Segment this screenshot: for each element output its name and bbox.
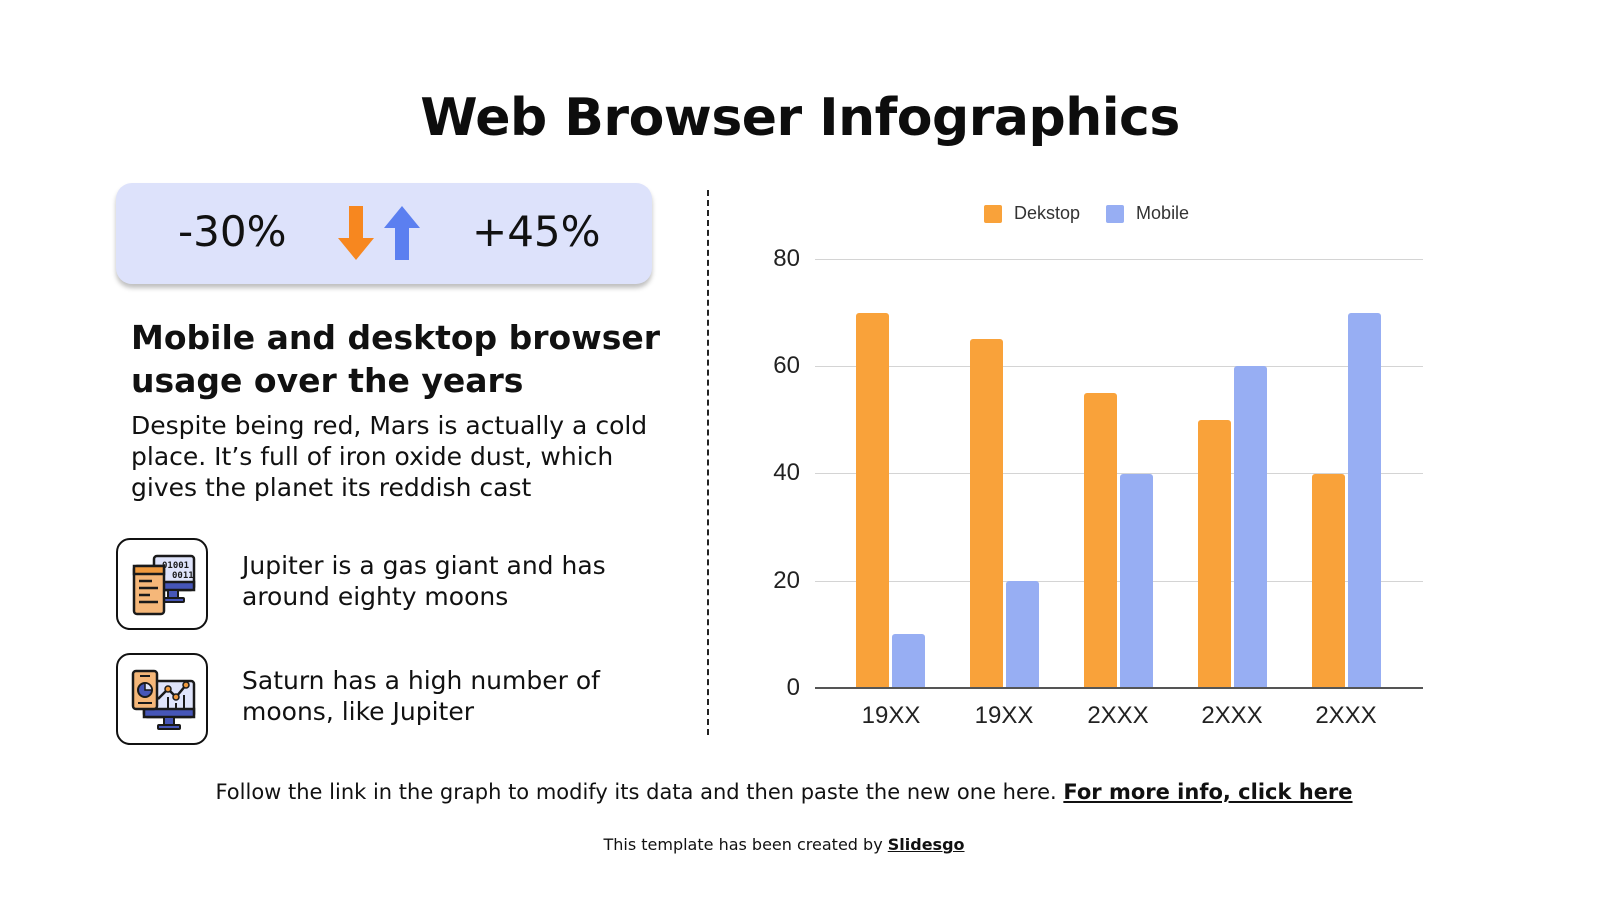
up-arrow-icon <box>384 206 420 260</box>
footer-note-text: Follow the link in the graph to modify i… <box>215 780 1057 804</box>
feature-item: Saturn has a high number of moons, like … <box>116 653 676 745</box>
y-tick-20: 20 <box>773 567 800 594</box>
stats-card: -30% +45% <box>116 183 652 284</box>
section-heading: Mobile and desktop browser usage over th… <box>131 318 660 400</box>
svg-text:01001: 01001 <box>162 561 189 571</box>
analytics-monitor-phone-icon <box>131 669 196 730</box>
feature-item: 01001 0011 Jupiter is a gas giant and ha… <box>116 538 676 630</box>
gridline-60 <box>815 366 1423 367</box>
feature-icon-box: 01001 0011 <box>116 538 208 630</box>
bar-dekstop <box>1312 473 1345 688</box>
down-up-arrows-icon <box>338 206 420 260</box>
feature-text: Jupiter is a gas giant and has around ei… <box>242 551 606 611</box>
bar-dekstop <box>1084 393 1117 688</box>
legend-item-mobile: Mobile <box>1106 203 1189 224</box>
legend-label-mobile: Mobile <box>1136 203 1190 223</box>
credit-text: This template has been created by <box>603 835 883 854</box>
x-tick-label: 2XXX <box>1201 702 1263 729</box>
chart-legend: Dekstop Mobile <box>984 203 1189 224</box>
bar-dekstop <box>856 312 889 688</box>
gridline-80 <box>815 259 1423 260</box>
down-arrow-icon <box>338 206 374 260</box>
credit-line: This template has been created by Slides… <box>0 835 1568 854</box>
slidesgo-link[interactable]: Slidesgo <box>887 835 965 854</box>
y-tick-80: 80 <box>773 245 800 272</box>
x-axis-line <box>815 687 1423 689</box>
x-tick-label: 2XXX <box>1315 702 1377 729</box>
code-monitor-document-icon: 01001 0011 <box>132 554 196 616</box>
legend-item-desktop: Dekstop <box>984 203 1080 224</box>
gridline-20 <box>815 581 1423 582</box>
x-tick-label: 2XXX <box>1087 702 1149 729</box>
y-tick-40: 40 <box>773 459 800 486</box>
bar-mobile <box>892 634 925 688</box>
bar-chart[interactable]: Dekstop Mobile 80 60 40 20 0 19XX 19XX 2… <box>740 190 1440 750</box>
legend-swatch-desktop <box>984 204 1002 223</box>
dashed-divider <box>707 190 709 735</box>
page-title: Web Browser Infographics <box>420 88 1180 148</box>
bar-dekstop <box>1198 419 1231 688</box>
more-info-link[interactable]: For more info, click here <box>1063 780 1353 804</box>
x-tick-label: 19XX <box>861 702 921 729</box>
bar-mobile <box>1120 473 1153 688</box>
bar-mobile <box>1234 366 1267 688</box>
section-description: Despite being red, Mars is actually a co… <box>131 411 648 502</box>
footer-note: Follow the link in the graph to modify i… <box>0 780 1568 804</box>
feature-icon-box <box>116 653 208 745</box>
feature-text: Saturn has a high number of moons, like … <box>242 666 600 726</box>
legend-label-desktop: Dekstop <box>1014 203 1081 223</box>
bar-mobile <box>1348 312 1381 688</box>
y-tick-0: 0 <box>786 674 800 701</box>
bar-dekstop <box>970 339 1003 688</box>
svg-text:0011: 0011 <box>172 571 194 581</box>
y-tick-60: 60 <box>773 352 800 379</box>
bar-mobile <box>1006 580 1039 688</box>
desktop-change-stat: -30% <box>178 207 287 256</box>
x-tick-label: 19XX <box>974 702 1034 729</box>
legend-swatch-mobile <box>1106 204 1125 223</box>
mobile-change-stat: +45% <box>472 207 601 256</box>
gridline-40 <box>815 473 1423 474</box>
